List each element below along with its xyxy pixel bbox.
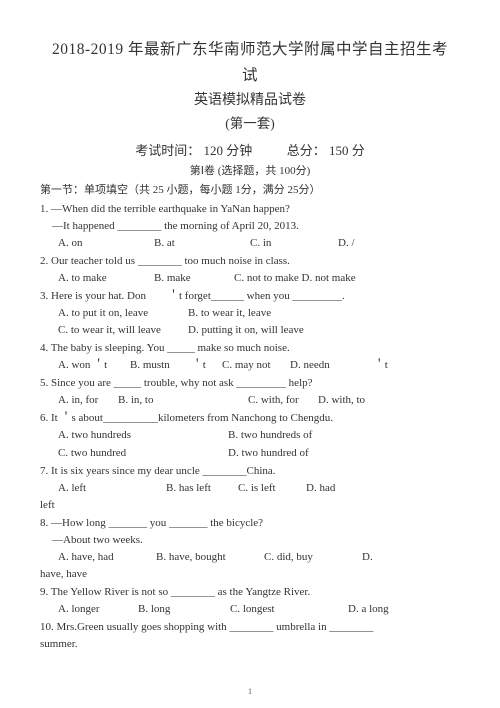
option: A. to make: [58, 270, 154, 287]
option: D. with, to: [318, 392, 388, 409]
question: 5. Since you are _____ trouble, why not …: [40, 375, 460, 409]
options-row: A. longerB. longC. longestD. a long: [40, 601, 460, 618]
options-row: A. to put it on, leaveB. to wear it, lea…: [40, 305, 460, 322]
option: C. in: [250, 235, 338, 252]
question: 8. —How long _______ you _______ the bic…: [40, 515, 460, 583]
options-row: A. have, hadB. have, boughtC. did, buyD.: [40, 549, 460, 566]
question-stem: 4. The baby is sleeping. You _____ make …: [40, 340, 460, 357]
options-row: A. two hundredsB. two hundreds of: [40, 427, 460, 444]
question-stem: 5. Since you are _____ trouble, why not …: [40, 375, 460, 392]
option: A. on: [58, 235, 154, 252]
question-stem: 3. Here is your hat. Don ＇t forget______…: [40, 288, 460, 305]
question-stem: 7. It is six years since my dear uncle _…: [40, 463, 460, 480]
option: C. to wear it, will leave: [58, 322, 188, 339]
option: D. had: [306, 480, 366, 497]
option: B. make: [154, 270, 234, 287]
option: B. long: [138, 601, 230, 618]
option: B. in, to: [118, 392, 248, 409]
options-row: A. in, forB. in, toC. with, forD. with, …: [40, 392, 460, 409]
question: 7. It is six years since my dear uncle _…: [40, 463, 460, 514]
option: D. /: [338, 235, 378, 252]
time-value: 120 分钟: [203, 143, 252, 158]
option: B. has left: [166, 480, 238, 497]
question: 10. Mrs.Green usually goes shopping with…: [40, 619, 460, 653]
question: 3. Here is your hat. Don ＇t forget______…: [40, 288, 460, 339]
option: C. two hundred: [58, 445, 228, 462]
option: A. have, had: [58, 549, 156, 566]
option: C. not to make D. not make: [234, 270, 434, 287]
question-wrap-line: left: [40, 497, 460, 514]
question: 9. The Yellow River is not so ________ a…: [40, 584, 460, 618]
question-stem: 9. The Yellow River is not so ________ a…: [40, 584, 460, 601]
options-row: C. to wear it, will leaveD. putting it o…: [40, 322, 460, 339]
score-value: 150 分: [329, 143, 365, 158]
option: D. two hundred of: [228, 445, 378, 462]
main-title-line1: 2018-2019 年最新广东华南师范大学附属中学自主招生考: [40, 38, 460, 62]
main-title-line2: 试: [40, 64, 460, 88]
question-wrap-line: summer.: [40, 636, 460, 653]
score-label: 总分：: [287, 143, 326, 158]
option: A. in, for: [58, 392, 118, 409]
options-row: C. two hundredD. two hundred of: [40, 445, 460, 462]
subtitle: 英语模拟精品试卷: [40, 90, 460, 112]
set-number: (第一套): [40, 114, 460, 135]
option: D. a long: [348, 601, 408, 618]
question-wrap-line: have, have: [40, 566, 460, 583]
options-row: A. to makeB. makeC. not to make D. not m…: [40, 270, 460, 287]
option: A. won ＇t: [58, 357, 130, 374]
question-stem: 2. Our teacher told us ________ too much…: [40, 253, 460, 270]
questions-container: 1. —When did the terrible earthquake in …: [40, 201, 460, 653]
option: B. to wear it, leave: [188, 305, 338, 322]
question-stem: 1. —When did the terrible earthquake in …: [40, 201, 460, 218]
option: A. left: [58, 480, 166, 497]
question-stem: 10. Mrs.Green usually goes shopping with…: [40, 619, 460, 636]
option: D. putting it on, will leave: [188, 322, 368, 339]
option: A. to put it on, leave: [58, 305, 188, 322]
option: B. two hundreds of: [228, 427, 378, 444]
options-row: A. won ＇tB. mustn ＇tC. may notD. needn ＇…: [40, 357, 460, 374]
exam-info: 考试时间： 120 分钟 总分： 150 分: [40, 141, 460, 161]
options-row: A. onB. atC. inD. /: [40, 235, 460, 252]
question-subline: —About two weeks.: [40, 532, 460, 549]
option: D.: [362, 549, 382, 566]
part-1-header: 第Ⅰ卷 (选择题，共 100分): [40, 163, 460, 180]
option: A. longer: [58, 601, 138, 618]
option: C. longest: [230, 601, 348, 618]
section-1-header: 第一节：单项填空（共 25 小题，每小题 1分，满分 25分）: [40, 182, 460, 199]
option: C. is left: [238, 480, 306, 497]
option: C. did, buy: [264, 549, 362, 566]
option: B. have, bought: [156, 549, 264, 566]
question-stem: 8. —How long _______ you _______ the bic…: [40, 515, 460, 532]
page-number: 1: [0, 686, 500, 698]
option: B. at: [154, 235, 250, 252]
question: 2. Our teacher told us ________ too much…: [40, 253, 460, 287]
question-subline: —It happened ________ the morning of Apr…: [40, 218, 460, 235]
option: C. with, for: [248, 392, 318, 409]
option: B. mustn ＇t: [130, 357, 222, 374]
question: 6. It ＇s about__________kilometers from …: [40, 410, 460, 461]
option: D. needn ＇t: [290, 357, 410, 374]
question: 1. —When did the terrible earthquake in …: [40, 201, 460, 252]
time-label: 考试时间：: [135, 143, 200, 158]
option: C. may not: [222, 357, 290, 374]
options-row: A. leftB. has leftC. is leftD. had: [40, 480, 460, 497]
exam-page: 2018-2019 年最新广东华南师范大学附属中学自主招生考 试 英语模拟精品试…: [0, 0, 500, 708]
option: A. two hundreds: [58, 427, 228, 444]
question: 4. The baby is sleeping. You _____ make …: [40, 340, 460, 374]
question-stem: 6. It ＇s about__________kilometers from …: [40, 410, 460, 427]
